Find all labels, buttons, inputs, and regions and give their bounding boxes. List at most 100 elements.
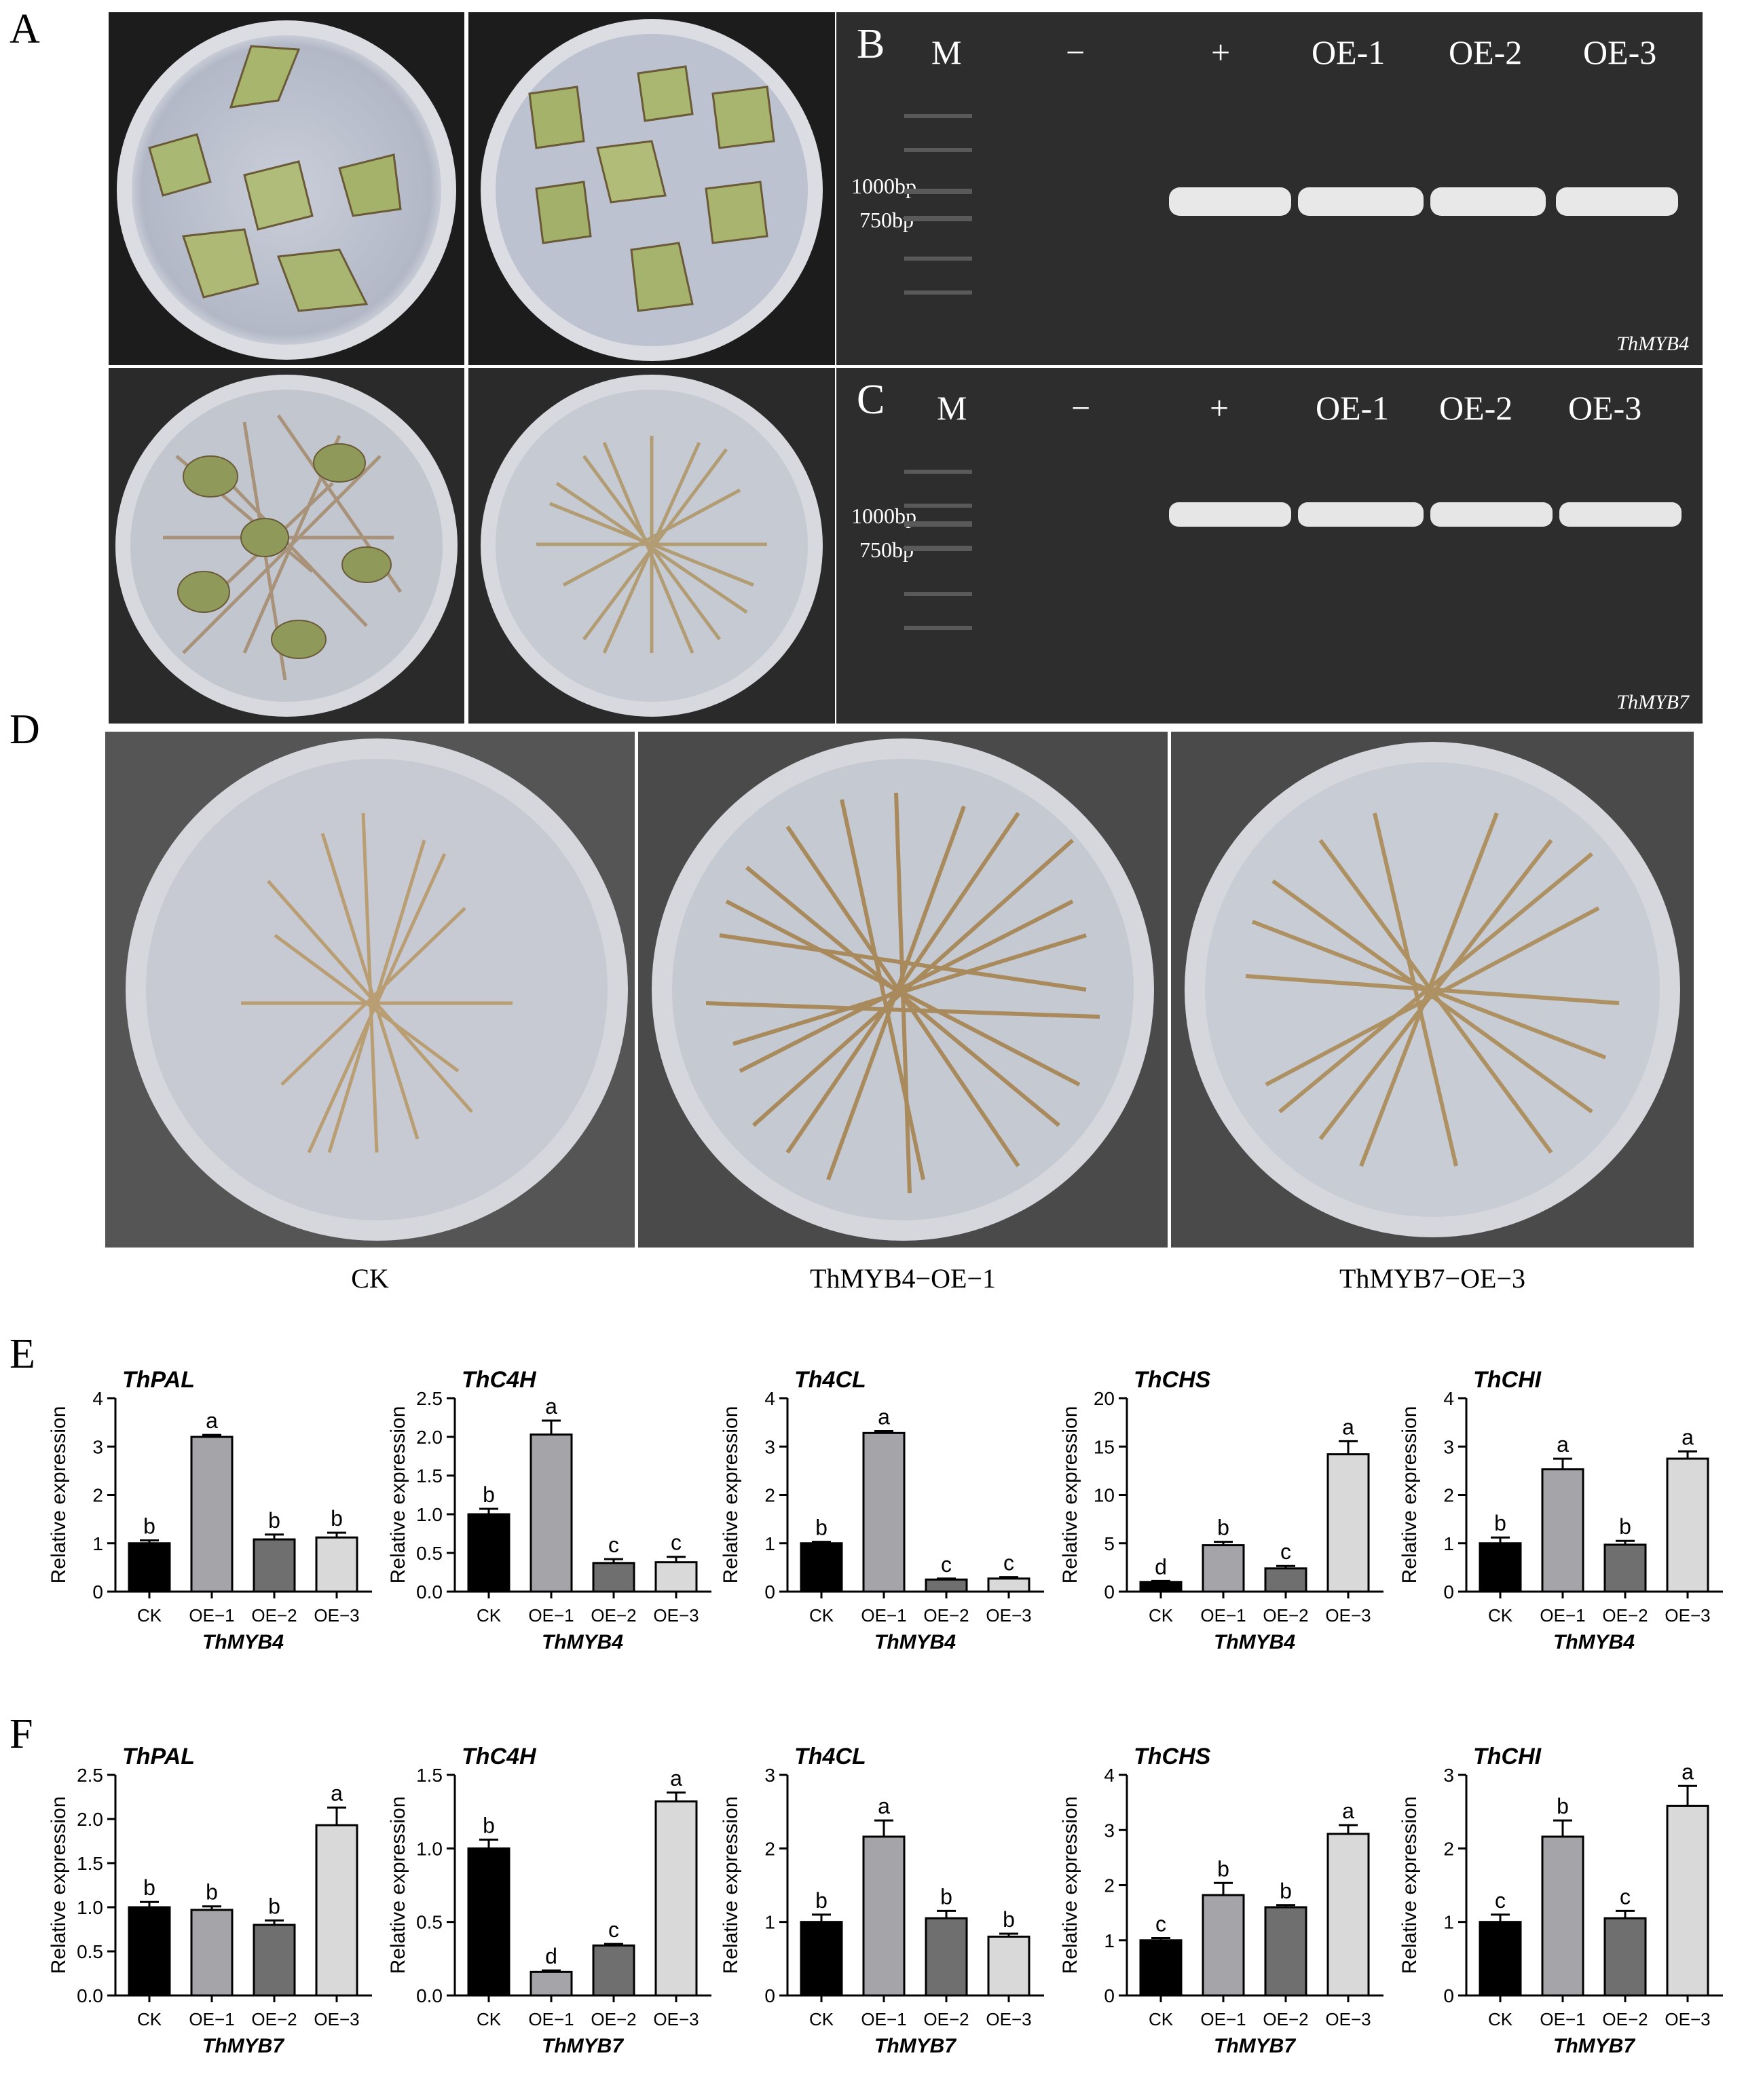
y-tick-label-f-thchs: 2 bbox=[1104, 1875, 1115, 1896]
sig-letter-f-thchs-0: c bbox=[1155, 1912, 1166, 1936]
sig-letter-f-thchi-1: b bbox=[1557, 1794, 1569, 1818]
sig-letter-e-thchi-0: b bbox=[1494, 1511, 1506, 1535]
chart-e-thpal: Relative expression ThPAL 0 1 2 3 4 b CK a OE−1 b OE… bbox=[48, 1367, 372, 1653]
sig-letter-e-thchs-3: a bbox=[1342, 1414, 1354, 1439]
title-f-thchi: ThCHI bbox=[1473, 1744, 1542, 1769]
xlabel-e-thc4h: ThMYB4 bbox=[542, 1631, 623, 1653]
title-e-thchs: ThCHS bbox=[1134, 1367, 1211, 1393]
sig-letter-e-thpal-1: a bbox=[206, 1408, 218, 1433]
sig-letter-f-thpal-2: b bbox=[268, 1894, 280, 1919]
y-tick-label-e-th4cl: 3 bbox=[764, 1436, 775, 1457]
y-tick-label-e-thpal: 4 bbox=[92, 1388, 103, 1409]
bar-e-thchi-3 bbox=[1666, 1457, 1709, 1593]
sig-letter-e-th4cl-3: c bbox=[1003, 1551, 1014, 1575]
x-tick-label-f-thpal-3: OE−3 bbox=[314, 2009, 359, 2029]
x-tick-label-f-thc4h-3: OE−3 bbox=[653, 2009, 699, 2029]
sig-letter-e-th4cl-2: c bbox=[941, 1552, 952, 1577]
y-tick-label-f-thpal: 0.0 bbox=[77, 1985, 103, 2006]
chart-f-thchi: Relative expression ThCHI 0 1 2 3 c CK b OE−1 c OE−… bbox=[1398, 1744, 1723, 2057]
bar-e-thchi-0 bbox=[1479, 1542, 1522, 1593]
sig-letter-f-thpal-3: a bbox=[331, 1781, 343, 1805]
y-tick-label-f-thchi: 0 bbox=[1443, 1985, 1454, 2006]
title-f-thpal: ThPAL bbox=[122, 1744, 195, 1769]
sig-letter-e-thc4h-0: b bbox=[483, 1482, 495, 1507]
y-tick-label-e-thpal: 1 bbox=[92, 1533, 103, 1554]
sig-letter-f-thchs-2: b bbox=[1280, 1879, 1292, 1903]
sig-letter-e-thchs-0: d bbox=[1155, 1554, 1167, 1579]
gel-b-lane-neg: − bbox=[1066, 33, 1085, 71]
x-tick-label-f-thchs-0: CK bbox=[1149, 2009, 1174, 2029]
y-tick-label-f-thchs: 3 bbox=[1104, 1820, 1115, 1841]
petri-dish-leaves-2 bbox=[468, 12, 835, 365]
y-tick-label-e-thc4h: 1.0 bbox=[416, 1504, 443, 1525]
x-tick-label-f-th4cl-2: OE−2 bbox=[923, 2009, 969, 2029]
x-tick-label-e-thchi-1: OE−1 bbox=[1540, 1605, 1585, 1626]
y-tick-label-e-thc4h: 1.5 bbox=[416, 1465, 443, 1486]
y-tick-label-e-thchi: 1 bbox=[1443, 1533, 1454, 1554]
gel-c-lane-m: M bbox=[937, 389, 967, 427]
y-tick-label-f-thc4h: 0.0 bbox=[416, 1985, 443, 2006]
chart-e-thc4h: Relative expression ThC4H 0.0 0.5 1.0 1.5 2.0 2… bbox=[387, 1367, 711, 1653]
y-tick-label-f-th4cl: 2 bbox=[764, 1838, 775, 1859]
y-tick-label-f-thchs: 0 bbox=[1104, 1985, 1115, 2006]
y-tick-label-f-thc4h: 1.5 bbox=[416, 1765, 443, 1786]
x-tick-label-f-thchs-3: OE−3 bbox=[1325, 2009, 1371, 2029]
title-f-th4cl: Th4CL bbox=[794, 1744, 866, 1769]
x-tick-label-f-thchs-1: OE−1 bbox=[1200, 2009, 1246, 2029]
x-tick-label-e-thchs-3: OE−3 bbox=[1325, 1605, 1371, 1626]
y-tick-label-e-thchs: 20 bbox=[1094, 1388, 1115, 1409]
gel-c-lane-oe1: OE-1 bbox=[1316, 389, 1390, 427]
bar-f-thchs-2 bbox=[1264, 1906, 1307, 1997]
petri-dish-roots-myb7 bbox=[1171, 732, 1694, 1248]
y-tick-label-e-thchs: 15 bbox=[1094, 1436, 1115, 1457]
gel-c-lane-oe3: OE-3 bbox=[1568, 389, 1642, 427]
y-tick-label-e-thchs: 5 bbox=[1104, 1533, 1115, 1554]
xlabel-e-thchi: ThMYB4 bbox=[1553, 1631, 1635, 1653]
y-tick-label-e-thpal: 0 bbox=[92, 1581, 103, 1602]
bar-f-thpal-3 bbox=[315, 1824, 358, 1997]
ylabel-f-thc4h: Relative expression bbox=[387, 1797, 409, 1974]
title-f-thchs: ThCHS bbox=[1134, 1744, 1211, 1769]
y-tick-label-e-thchi: 4 bbox=[1443, 1388, 1454, 1409]
ylabel-e-thchs: Relative expression bbox=[1059, 1406, 1081, 1584]
bar-e-thchi-1 bbox=[1541, 1468, 1584, 1593]
x-tick-label-e-thc4h-0: CK bbox=[477, 1605, 502, 1626]
title-f-thc4h: ThC4H bbox=[462, 1744, 537, 1769]
panel-a-photo-3 bbox=[109, 368, 464, 724]
bar-f-thpal-1 bbox=[190, 1909, 234, 1997]
sig-letter-f-thchs-1: b bbox=[1217, 1856, 1229, 1881]
y-tick-label-e-th4cl: 1 bbox=[764, 1533, 775, 1554]
panel-d-photo-myb7 bbox=[1171, 732, 1694, 1248]
bar-f-thchi-2 bbox=[1603, 1917, 1647, 1997]
y-tick-label-e-thc4h: 2.0 bbox=[416, 1427, 443, 1448]
petri-dish-roots-myb4 bbox=[638, 732, 1168, 1248]
y-tick-label-f-thchs: 1 bbox=[1104, 1930, 1115, 1951]
x-tick-label-e-thc4h-2: OE−2 bbox=[591, 1605, 636, 1626]
sig-letter-f-thpal-1: b bbox=[206, 1880, 218, 1905]
y-tick-label-f-thpal: 2.0 bbox=[77, 1809, 103, 1830]
bar-e-thc4h-2 bbox=[592, 1562, 635, 1593]
sig-letter-e-thpal-2: b bbox=[268, 1508, 280, 1533]
bar-e-thpal-3 bbox=[315, 1536, 358, 1593]
y-tick-label-f-thchi: 3 bbox=[1443, 1765, 1454, 1786]
caption-myb7-oe3: ThMYB7−OE−3 bbox=[1339, 1263, 1525, 1294]
chart-e-thchs: Relative expression ThCHS 0 5 10 15 20 d CK b OE−1… bbox=[1059, 1367, 1383, 1653]
x-tick-label-e-thc4h-1: OE−1 bbox=[528, 1605, 574, 1626]
sig-letter-e-thc4h-2: c bbox=[608, 1533, 619, 1557]
bar-f-th4cl-0 bbox=[800, 1921, 843, 1997]
bar-f-thchi-3 bbox=[1666, 1805, 1709, 1997]
title-e-thchi: ThCHI bbox=[1473, 1367, 1542, 1393]
sig-letter-f-th4cl-0: b bbox=[815, 1888, 828, 1913]
x-tick-label-e-th4cl-1: OE−1 bbox=[861, 1605, 906, 1626]
x-tick-label-e-thpal-0: CK bbox=[137, 1605, 162, 1626]
y-tick-label-e-thc4h: 0.5 bbox=[416, 1543, 443, 1564]
xlabel-f-thc4h: ThMYB7 bbox=[542, 2035, 624, 2057]
y-tick-label-e-thc4h: 0.0 bbox=[416, 1581, 443, 1602]
sig-letter-e-thchs-1: b bbox=[1217, 1516, 1229, 1540]
x-tick-label-e-thchs-2: OE−2 bbox=[1263, 1605, 1308, 1626]
panel-a-photo-2 bbox=[468, 12, 835, 365]
y-tick-label-e-th4cl: 0 bbox=[764, 1581, 775, 1602]
bar-f-thchs-0 bbox=[1139, 1939, 1183, 1997]
bar-e-thpal-0 bbox=[128, 1542, 171, 1593]
y-tick-label-f-thchi: 2 bbox=[1443, 1838, 1454, 1859]
